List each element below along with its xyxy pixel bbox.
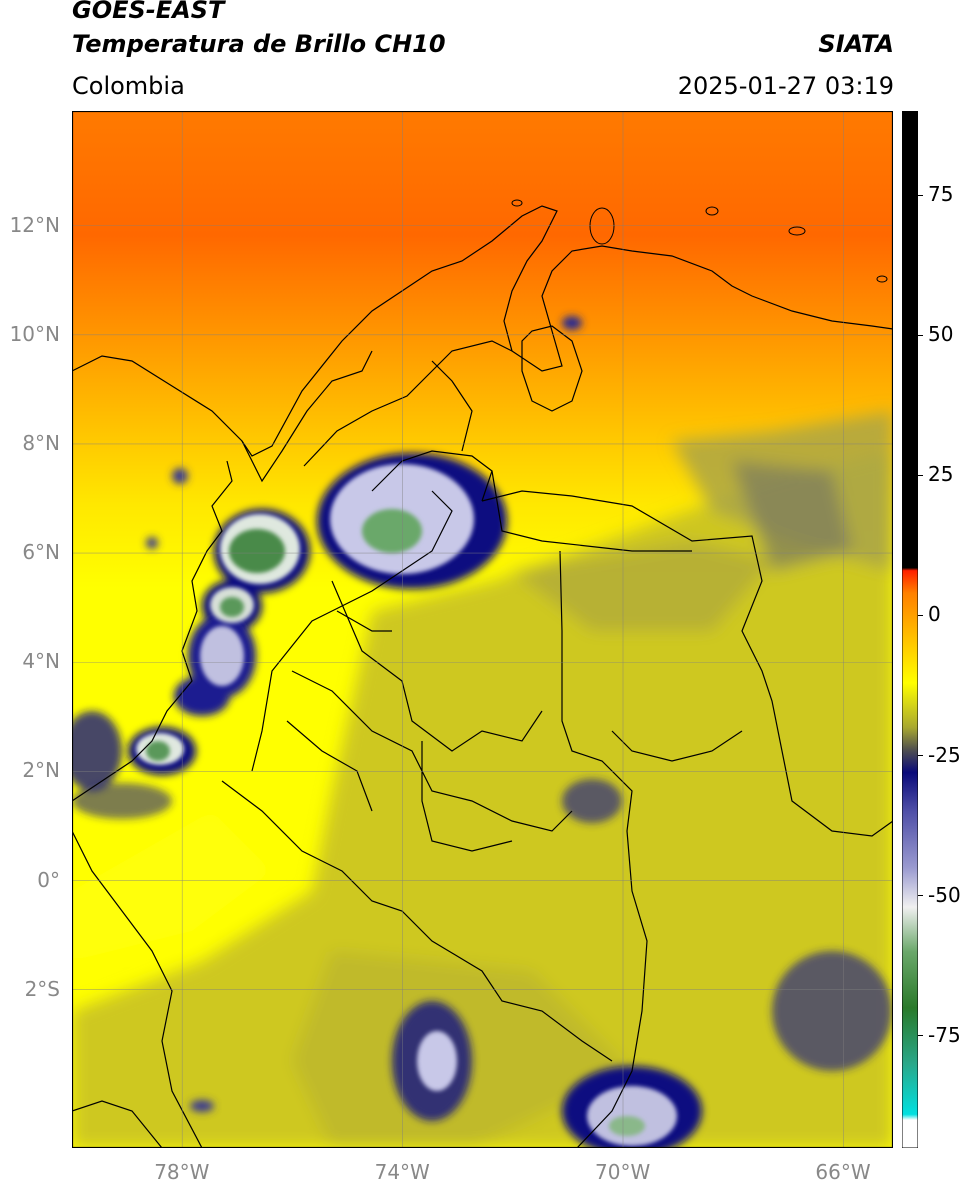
latitude-tick-label: 10°N (9, 321, 60, 346)
cold-cloud-patches (72, 316, 892, 1148)
colorbar-tick-label: 75 (928, 182, 954, 207)
colorbar-tick-mark (918, 194, 923, 196)
colorbar-tick-mark (918, 1035, 923, 1037)
colorbar-tick-mark (918, 474, 923, 476)
colorbar-tick-label: 25 (928, 462, 954, 487)
longitude-tick-label: 74°W (374, 1160, 430, 1184)
latitude-tick-label: 6°N (22, 540, 60, 565)
colorbar-gradient (901, 110, 919, 1149)
latitude-tick-label: 0° (37, 867, 60, 892)
longitude-tick-label: 78°W (154, 1160, 210, 1184)
longitude-tick-label: 70°W (595, 1160, 651, 1184)
coastlines-and-borders (72, 205, 893, 1148)
product-title: Temperatura de Brillo CH10 (72, 30, 446, 58)
latitude-tick-label: 4°N (22, 649, 60, 674)
temperature-colorbar (901, 110, 919, 1149)
island-outlines (511, 199, 888, 283)
latitude-tick-label: 2°N (22, 758, 60, 783)
colorbar-tick-label: 50 (928, 322, 954, 347)
colorbar-tick-mark (918, 895, 923, 897)
colorbar-tick-label: -50 (928, 882, 961, 907)
latitude-tick-label: 12°N (9, 212, 60, 237)
graticule (72, 111, 893, 1148)
colorbar-tick-mark (918, 755, 923, 757)
region-label: Colombia (72, 72, 185, 100)
datetime-label: 2025-01-27 03:19 (677, 72, 894, 100)
organization-label: SIATA (818, 30, 894, 58)
map-frame (72, 111, 893, 1148)
latitude-tick-label: 2°S (24, 976, 60, 1001)
latitude-tick-label: 8°N (22, 430, 60, 455)
colorbar-tick-label: -75 (928, 1022, 961, 1047)
colorbar-tick-label: 0 (928, 602, 941, 627)
brightness-temperature-map (72, 111, 893, 1148)
colorbar-tick-label: -25 (928, 742, 961, 767)
longitude-tick-label: 66°W (815, 1160, 871, 1184)
colorbar-tick-mark (918, 614, 923, 616)
satellite-title: GOES-EAST (72, 0, 225, 24)
colorbar-tick-mark (918, 334, 923, 336)
